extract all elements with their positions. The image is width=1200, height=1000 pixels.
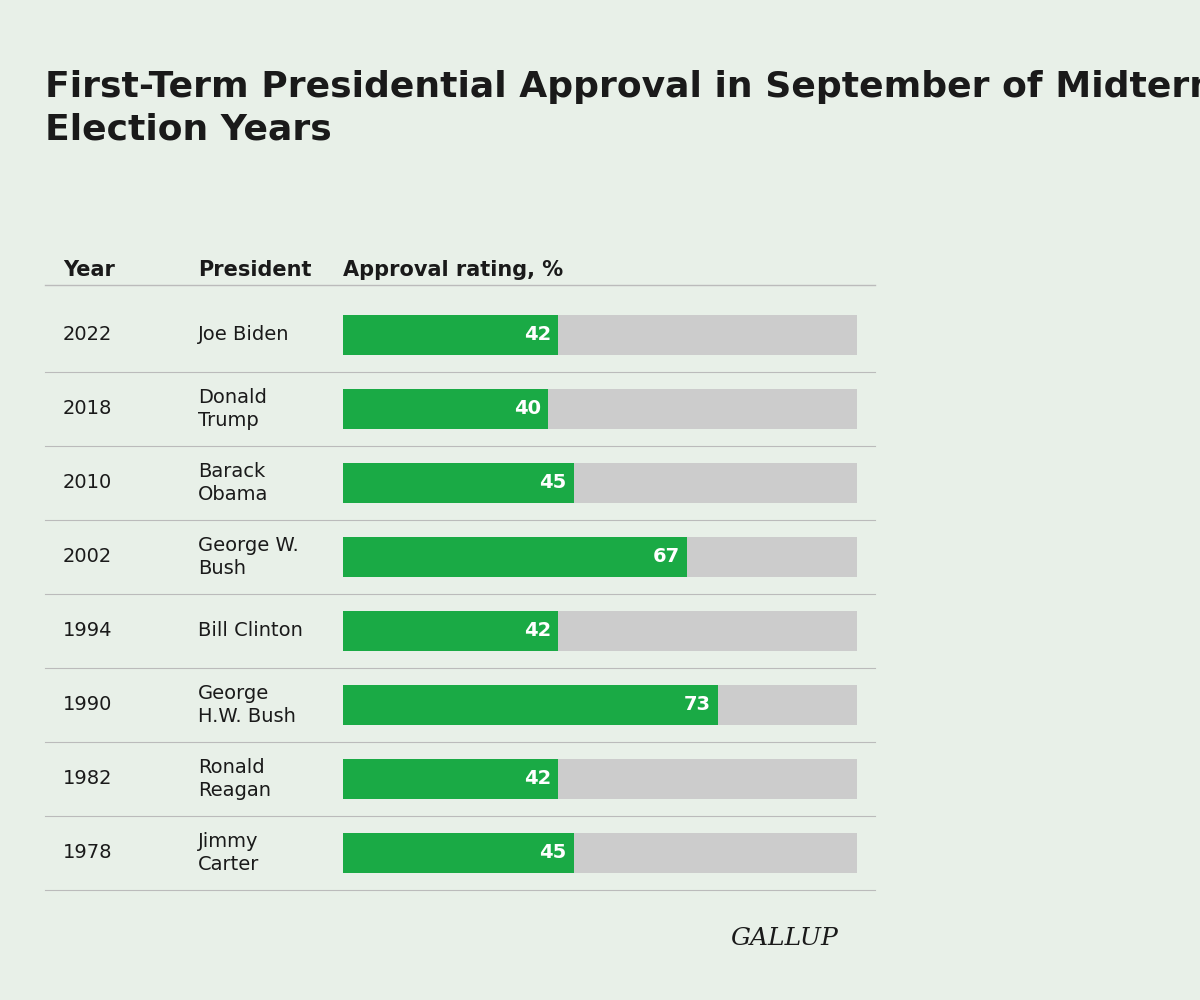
Text: 45: 45	[540, 843, 566, 862]
Bar	[343, 389, 548, 429]
Text: 1994: 1994	[64, 621, 113, 640]
Text: 42: 42	[524, 769, 551, 788]
Text: Year: Year	[64, 260, 115, 280]
Bar	[343, 315, 857, 355]
Text: 2010: 2010	[64, 474, 113, 492]
Text: 42: 42	[524, 621, 551, 640]
Bar	[343, 537, 857, 577]
Bar	[343, 833, 574, 873]
Bar	[343, 611, 857, 651]
Text: Jimmy
Carter: Jimmy Carter	[198, 832, 259, 874]
Bar	[343, 537, 686, 577]
Bar	[343, 389, 857, 429]
Bar	[343, 463, 857, 503]
Text: 73: 73	[684, 696, 710, 714]
Text: 1990: 1990	[64, 696, 113, 714]
Text: 45: 45	[540, 474, 566, 492]
Text: 2022: 2022	[64, 326, 113, 344]
Text: 2002: 2002	[64, 547, 113, 566]
Text: 2018: 2018	[64, 399, 113, 418]
Bar	[343, 833, 857, 873]
Text: George
H.W. Bush: George H.W. Bush	[198, 684, 296, 726]
Text: 1982: 1982	[64, 769, 113, 788]
Text: George W.
Bush: George W. Bush	[198, 536, 299, 578]
Text: President: President	[198, 260, 312, 280]
Bar	[343, 463, 574, 503]
Text: Joe Biden: Joe Biden	[198, 326, 290, 344]
Bar	[343, 759, 558, 799]
Text: 1978: 1978	[64, 843, 113, 862]
Text: Donald
Trump: Donald Trump	[198, 388, 268, 430]
Text: Approval rating, %: Approval rating, %	[343, 260, 563, 280]
Text: 67: 67	[653, 547, 679, 566]
Text: Ronald
Reagan: Ronald Reagan	[198, 758, 271, 800]
Text: Bill Clinton: Bill Clinton	[198, 621, 304, 640]
Bar	[343, 685, 857, 725]
Text: GALLUP: GALLUP	[731, 927, 839, 950]
Text: 42: 42	[524, 326, 551, 344]
Bar	[343, 759, 857, 799]
Text: 40: 40	[514, 399, 541, 418]
Text: Barack
Obama: Barack Obama	[198, 462, 269, 504]
Text: First-Term Presidential Approval in September of Midterm
Election Years: First-Term Presidential Approval in Sept…	[46, 70, 1200, 146]
Bar	[343, 685, 718, 725]
Bar	[343, 315, 558, 355]
Bar	[343, 611, 558, 651]
